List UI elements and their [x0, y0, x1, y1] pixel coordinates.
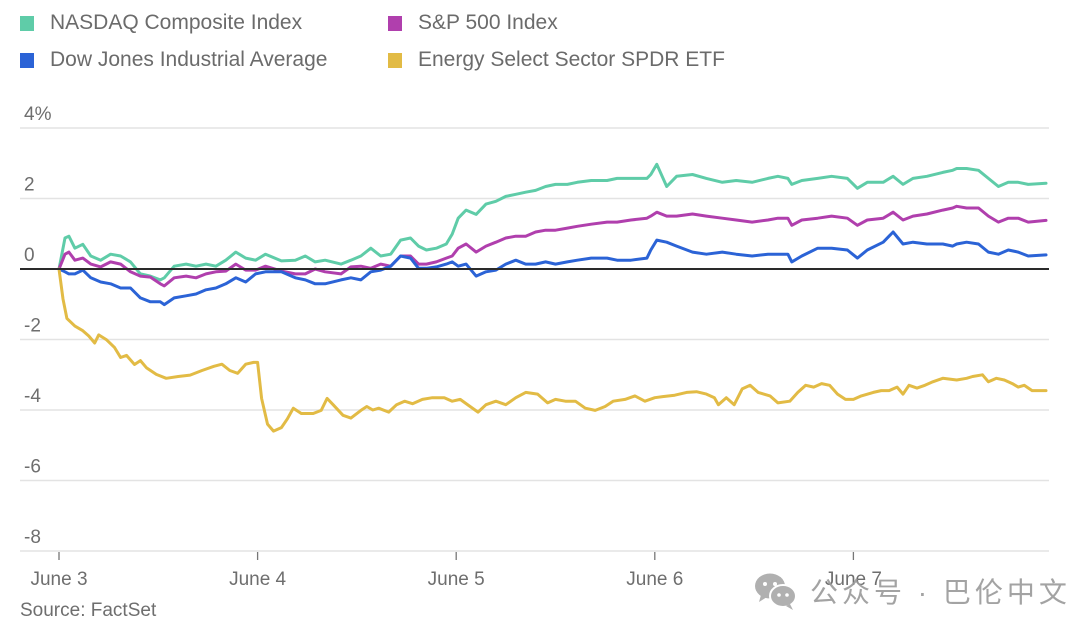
- y-tick-label: -2: [24, 316, 41, 337]
- x-tick-label: June 4: [229, 569, 286, 590]
- y-tick-label: -4: [24, 386, 41, 407]
- y-tick-label: -8: [24, 527, 41, 548]
- legend-label-dow: Dow Jones Industrial Average: [50, 48, 328, 71]
- series-line-dow-jones-industrial-average: [57, 230, 1048, 307]
- legend-item-nasdaq: NASDAQ Composite Index: [20, 11, 302, 35]
- y-tick-label: -6: [24, 457, 41, 478]
- legend-swatch-dow: [20, 52, 34, 68]
- legend-label-nasdaq: NASDAQ Composite Index: [50, 11, 303, 34]
- legend-item-dow: Dow Jones Industrial Average: [20, 48, 327, 72]
- legend-swatch-sp500: [388, 15, 402, 31]
- series-lines: [57, 162, 1048, 433]
- x-axis: June 3 June 4 June 5 June 6 June 7: [30, 552, 882, 590]
- legend-label-energy: Energy Select Sector SPDR ETF: [418, 48, 725, 71]
- y-tick-label: 4%: [24, 104, 52, 125]
- x-tick-label: June 5: [428, 569, 485, 590]
- x-tick-label: June 3: [30, 569, 87, 590]
- x-tick-label: June 6: [626, 569, 683, 590]
- legend-swatch-nasdaq: [20, 15, 34, 31]
- series-line-nasdaq-composite-index: [57, 162, 1048, 282]
- watermark-text: 公众号 · 巴伦中文: [810, 577, 1071, 608]
- series-line-energy-select-sector-spdr-etf: [57, 267, 1048, 433]
- y-tick-label: 0: [24, 245, 35, 266]
- watermark: 公众号 · 巴伦中文: [754, 571, 1071, 611]
- source-note: Source: FactSet: [20, 600, 157, 621]
- legend-label-sp500: S&P 500 Index: [418, 11, 558, 34]
- legend-item-sp500: S&P 500 Index: [388, 11, 558, 35]
- y-tick-label: 2: [24, 175, 35, 196]
- y-axis-labels: 4% 2 0 -2 -4 -6 -8: [24, 104, 52, 548]
- wechat-icon: [754, 571, 798, 611]
- series-line-s-p-500-index: [57, 204, 1048, 288]
- gridlines: [20, 127, 1049, 552]
- legend-swatch-energy: [388, 52, 402, 68]
- x-tick-label: June 7: [825, 569, 882, 590]
- legend-item-energy: Energy Select Sector SPDR ETF: [388, 48, 725, 72]
